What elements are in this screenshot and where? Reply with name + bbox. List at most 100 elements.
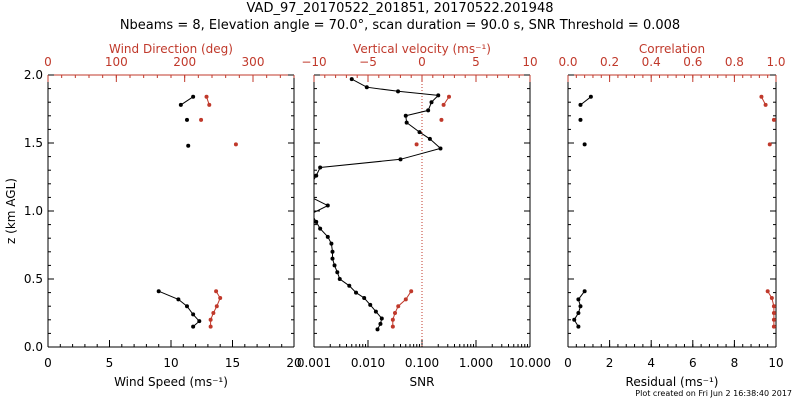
x-top-axis-label: Wind Direction (deg) bbox=[109, 42, 233, 56]
data-point bbox=[771, 324, 776, 329]
data-point bbox=[765, 289, 770, 294]
data-point bbox=[436, 93, 441, 98]
data-point bbox=[330, 256, 335, 261]
data-point bbox=[325, 234, 330, 239]
data-point bbox=[208, 317, 213, 322]
data-point bbox=[310, 212, 314, 216]
data-point bbox=[414, 142, 419, 147]
x-bottom-tick-label: 4 bbox=[647, 356, 655, 370]
data-point bbox=[318, 165, 323, 170]
figure-title: VAD_97_20170522_201851, 20170522.201948 bbox=[246, 1, 554, 16]
data-point bbox=[337, 277, 342, 281]
y-tick-label: 0.5 bbox=[24, 272, 43, 286]
series-line bbox=[580, 96, 592, 106]
panel-plot-area bbox=[572, 94, 776, 329]
data-point bbox=[582, 142, 587, 147]
data-point bbox=[378, 321, 383, 326]
series-line bbox=[573, 290, 585, 327]
data-point bbox=[393, 311, 397, 315]
data-point bbox=[438, 146, 443, 151]
series-line bbox=[158, 290, 201, 327]
data-point bbox=[427, 136, 432, 141]
x-top-tick-label: 0.0 bbox=[558, 55, 577, 69]
series-line bbox=[392, 290, 412, 327]
data-point bbox=[582, 289, 587, 294]
data-point bbox=[199, 117, 204, 122]
data-point bbox=[214, 304, 219, 309]
x-top-tick-label: 200 bbox=[173, 55, 196, 69]
y-tick-label: 2.0 bbox=[24, 68, 43, 82]
x-top-tick-label: 300 bbox=[242, 55, 265, 69]
data-point bbox=[314, 219, 319, 224]
plot-created-footer: Plot created on Fri Jun 2 16:38:40 2017 bbox=[635, 389, 792, 398]
data-point bbox=[426, 108, 431, 113]
data-point bbox=[771, 317, 776, 322]
data-point bbox=[576, 297, 581, 302]
data-point bbox=[439, 117, 444, 122]
x-top-axis-label: Correlation bbox=[639, 42, 705, 56]
data-point bbox=[429, 100, 434, 105]
x-bottom-tick-label: 10 bbox=[163, 356, 178, 370]
x-bottom-tick-label: 0 bbox=[44, 356, 52, 370]
x-top-axis-label: Vertical velocity (ms⁻¹) bbox=[353, 42, 491, 56]
x-bottom-axis-label: Residual (ms⁻¹) bbox=[626, 375, 719, 389]
series-line bbox=[180, 96, 194, 106]
x-bottom-tick-label: 0.010 bbox=[351, 356, 385, 370]
data-point bbox=[208, 324, 213, 329]
x-bottom-tick-label: 10 bbox=[768, 356, 783, 370]
y-axis-label: z (km AGL) bbox=[4, 178, 18, 244]
x-top-tick-label: −10 bbox=[301, 55, 326, 69]
data-point bbox=[335, 270, 340, 275]
data-point bbox=[578, 117, 583, 122]
x-bottom-tick-label: 2 bbox=[606, 356, 614, 370]
x-top-tick-label: 100 bbox=[105, 55, 128, 69]
data-point bbox=[347, 283, 352, 288]
data-point bbox=[572, 317, 577, 322]
data-point bbox=[178, 102, 183, 107]
data-point bbox=[184, 304, 189, 309]
x-bottom-tick-label: 1.000 bbox=[459, 356, 493, 370]
data-point bbox=[362, 296, 367, 301]
x-top-tick-label: 10 bbox=[522, 55, 537, 69]
data-point bbox=[403, 297, 408, 302]
x-top-tick-label: 0.2 bbox=[600, 55, 619, 69]
series-line bbox=[314, 78, 442, 330]
data-point bbox=[759, 94, 764, 99]
data-point bbox=[186, 143, 191, 148]
data-point bbox=[373, 309, 378, 314]
x-top-tick-label: 1.0 bbox=[766, 55, 785, 69]
data-point bbox=[233, 142, 238, 147]
data-point bbox=[368, 302, 373, 307]
data-point bbox=[771, 304, 776, 309]
data-point bbox=[329, 241, 334, 246]
x-top-tick-label: 0.4 bbox=[642, 55, 661, 69]
x-bottom-tick-label: 20 bbox=[286, 356, 301, 370]
data-point bbox=[769, 296, 774, 301]
data-point bbox=[310, 182, 314, 186]
data-point bbox=[441, 102, 446, 107]
data-point bbox=[191, 324, 196, 329]
data-point bbox=[763, 102, 768, 107]
x-bottom-axis-label: Wind Speed (ms⁻¹) bbox=[114, 375, 228, 389]
data-point bbox=[310, 195, 314, 199]
data-point bbox=[214, 289, 219, 294]
series-line bbox=[210, 290, 221, 327]
data-point bbox=[184, 117, 189, 122]
panel-plot-area bbox=[310, 77, 451, 332]
figure-subtitle: Nbeams = 8, Elevation angle = 70.0°, sca… bbox=[119, 18, 681, 33]
data-point bbox=[197, 319, 202, 324]
x-bottom-tick-label: 5 bbox=[106, 356, 114, 370]
data-point bbox=[390, 317, 395, 322]
data-point bbox=[576, 324, 581, 329]
y-tick-label: 0.0 bbox=[24, 340, 43, 354]
x-top-tick-label: 0 bbox=[44, 55, 52, 69]
data-point bbox=[417, 130, 422, 135]
x-top-tick-label: 5 bbox=[472, 55, 480, 69]
x-top-tick-label: 0 bbox=[418, 55, 426, 69]
data-point bbox=[396, 304, 401, 309]
data-point bbox=[576, 311, 581, 315]
data-point bbox=[176, 297, 181, 302]
data-point bbox=[349, 77, 354, 82]
data-point bbox=[318, 226, 323, 231]
data-point bbox=[767, 142, 772, 147]
